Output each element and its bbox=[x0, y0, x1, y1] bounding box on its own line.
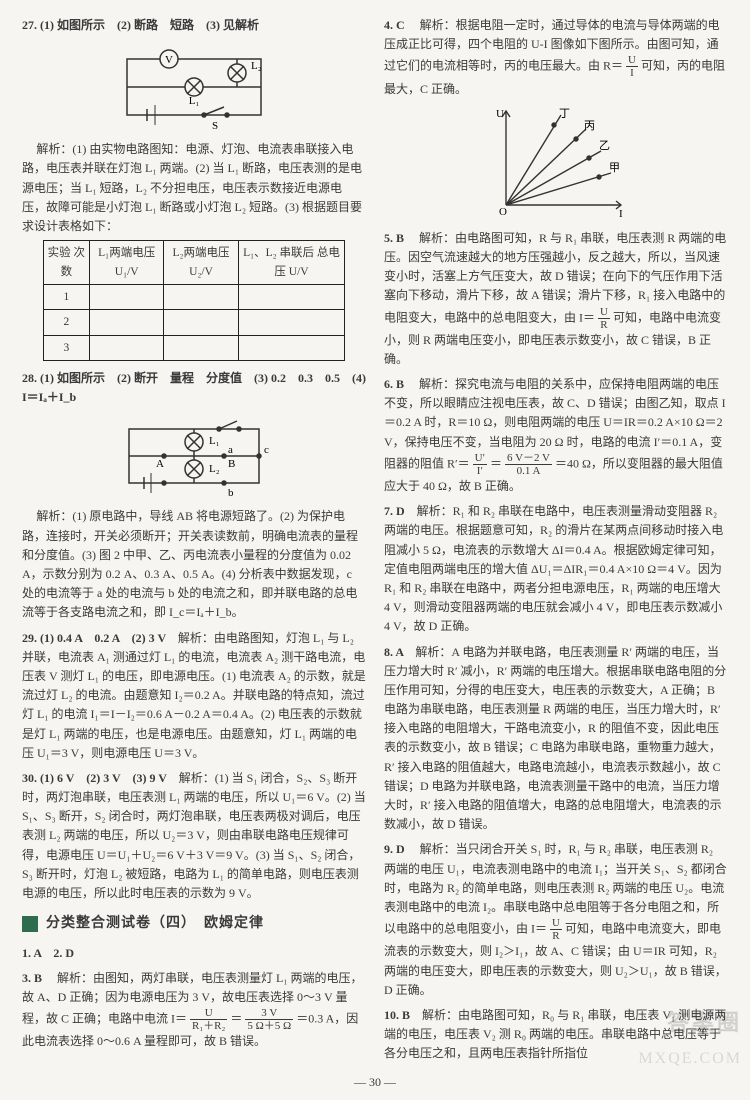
q6-b: ＝ bbox=[490, 456, 502, 470]
q5-frac: UR bbox=[598, 306, 610, 331]
q9: 9. D 解析：当只闭合开关 S₁ 时，R₁ 与 R₂ 串联，电压表测 R₂ 两… bbox=[384, 840, 728, 1000]
q7-head: 7. D bbox=[384, 504, 417, 518]
label-L1: L₁ bbox=[209, 435, 220, 447]
section-text: 分类整合测试卷（四） 欧姆定律 bbox=[46, 913, 264, 935]
q28: 28. (1) 如图所示 (2) 断开 量程 分度值 (3) 0.2 0.3 0… bbox=[22, 369, 366, 623]
q30: 30. (1) 6 V (2) 3 V (3) 9 V 解析：(1) 当 S₁ … bbox=[22, 769, 366, 903]
q27-circuit: V L₁ L₂ S bbox=[22, 39, 366, 134]
q3-head: 3. B bbox=[22, 971, 54, 985]
q30-head: 30. (1) 6 V (2) 3 V (3) 9 V bbox=[22, 771, 179, 785]
th3: L₂两端电压 U₂/V bbox=[164, 241, 238, 285]
section-title: 分类整合测试卷（四） 欧姆定律 bbox=[22, 913, 366, 935]
label-L1: L₁ bbox=[189, 95, 200, 107]
label-c: c bbox=[264, 444, 269, 456]
q4-frac: UI bbox=[626, 54, 638, 79]
xlab: I bbox=[619, 208, 623, 220]
s3: 丙 bbox=[584, 120, 595, 132]
label-S: S bbox=[212, 120, 218, 132]
q27-analysis: 解析：(1) 由实物电路图知：电源、灯泡、电流表串联接入电路，电压表并联在灯泡 … bbox=[22, 140, 366, 236]
th2: L₁两端电压 U₁/V bbox=[90, 241, 164, 285]
s1: 甲 bbox=[609, 162, 620, 174]
q8: 8. A 解析：A 电路为并联电路，电压表测量 R′ 两端的电压，当压力增大时 … bbox=[384, 643, 728, 835]
page-number: — 30 — bbox=[0, 1073, 750, 1092]
q28-head: 28. (1) 如图所示 (2) 断开 量程 分度值 (3) 0.2 0.3 0… bbox=[22, 369, 366, 407]
q4: 4. C 解析：根据电阻一定时，通过导体的电流与导体两端的电压成正比可得，四个电… bbox=[384, 16, 728, 223]
q30-analysis: 解析：(1) 当 S₁ 闭合，S₂、S₃ 断开时，两灯泡串联，电压表测 L₁ 两… bbox=[22, 771, 366, 900]
q4-head: 4. C bbox=[384, 18, 417, 32]
s4: 丁 bbox=[559, 108, 570, 120]
q27: 27. (1) 如图所示 (2) 断路 短路 (3) 见解析 bbox=[22, 16, 366, 361]
q6-frac1: U′I′ bbox=[473, 452, 487, 477]
q1-q2: 1. A 2. D bbox=[22, 944, 366, 963]
label-b: b bbox=[228, 487, 234, 499]
th1: 实验 次数 bbox=[43, 241, 89, 285]
q6: 6. B 解析：探究电流与电阻的关系中，应保持电阻两端的电压不变，所以眼睛应注视… bbox=[384, 375, 728, 496]
q7-analysis: 解析：R₁ 和 R₂ 串联在电路中，电压表测量滑动变阻器 R₂ 两端的电压。根据… bbox=[384, 504, 723, 633]
q5-head: 5. B bbox=[384, 231, 416, 245]
q29-head: 29. (1) 0.4 A 0.2 A (2) 3 V bbox=[22, 631, 178, 645]
watermark-top: 答案圈 bbox=[667, 1005, 742, 1040]
label-L2: L₂ bbox=[209, 463, 220, 475]
origin: O bbox=[499, 206, 507, 218]
q29: 29. (1) 0.4 A 0.2 A (2) 3 V 解析：由电路图知，灯泡 … bbox=[22, 629, 366, 763]
left-column: 27. (1) 如图所示 (2) 断路 短路 (3) 见解析 bbox=[22, 16, 366, 1069]
ylab: U bbox=[496, 108, 504, 120]
q3-b: ＝ bbox=[230, 1012, 242, 1026]
q6-frac2: 6 V－2 V0.1 A bbox=[505, 452, 552, 477]
right-column: 4. C 解析：根据电阻一定时，通过导体的电流与导体两端的电压成正比可得，四个电… bbox=[384, 16, 728, 1069]
r1: 1 bbox=[43, 284, 89, 309]
q27-table: 实验 次数 L₁两端电压 U₁/V L₂两端电压 U₂/V L₁、L₂ 串联后 … bbox=[43, 240, 346, 361]
q5: 5. B 解析：由电路图可知，R 与 R₁ 串联，电压表测 R 两端的电压。因空… bbox=[384, 229, 728, 369]
q8-head: 8. A bbox=[384, 645, 415, 659]
q28-circuit: L₁ L₂ A B a b c bbox=[22, 411, 366, 501]
label-L2: L₂ bbox=[251, 60, 262, 72]
s2: 乙 bbox=[599, 139, 610, 152]
q3: 3. B 解析：由图知，两灯串联，电压表测量灯 L₁ 两端的电压，故 A、D 正… bbox=[22, 969, 366, 1052]
q6-head: 6. B bbox=[384, 377, 416, 391]
q29-analysis: 解析：由电路图知，灯泡 L₁ 与 L₂ 并联，电流表 A₁ 测通过灯 L₁ 的电… bbox=[22, 631, 366, 760]
q8-analysis: 解析：A 电路为并联电路，电压表测量 R′ 两端的电压，当压力增大时 R′ 减小… bbox=[384, 645, 726, 832]
section-icon bbox=[22, 916, 38, 932]
r2: 2 bbox=[43, 310, 89, 335]
watermark-bottom: MXQE.COM bbox=[638, 1046, 742, 1072]
q4-chart: U I O 甲 乙 丙 丁 bbox=[384, 103, 728, 223]
th4: L₁、L₂ 串联后 总电压 U/V bbox=[238, 241, 345, 285]
q9-frac: UR bbox=[550, 917, 562, 942]
label-a: a bbox=[228, 444, 233, 456]
q7: 7. D 解析：R₁ 和 R₂ 串联在电路中，电压表测量滑动变阻器 R₂ 两端的… bbox=[384, 502, 728, 636]
q3-frac2: 3 V5 Ω＋5 Ω bbox=[245, 1007, 293, 1032]
q10-head: 10. B bbox=[384, 1008, 422, 1022]
label-V: V bbox=[165, 54, 173, 66]
q28-analysis: 解析：(1) 原电路中，导线 AB 将电源短路了。(2) 为保护电路，连接时，开… bbox=[22, 507, 366, 622]
r3: 3 bbox=[43, 335, 89, 360]
q3-frac1: UR₁＋R₂ bbox=[190, 1007, 227, 1032]
q9-head: 9. D bbox=[384, 842, 417, 856]
label-B: B bbox=[228, 458, 235, 470]
q27-head: 27. (1) 如图所示 (2) 断路 短路 (3) 见解析 bbox=[22, 16, 366, 35]
label-A: A bbox=[156, 458, 164, 470]
